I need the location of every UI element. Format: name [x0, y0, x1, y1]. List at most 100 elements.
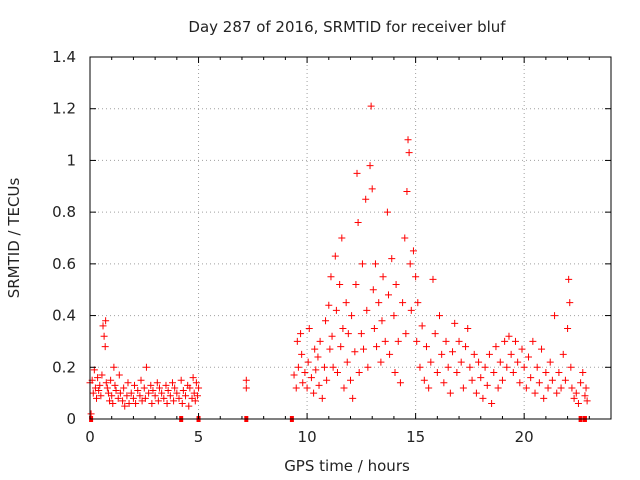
data-point	[166, 392, 174, 400]
data-point	[451, 319, 459, 327]
data-point	[579, 368, 587, 376]
data-point	[414, 299, 422, 307]
data-point	[501, 337, 509, 345]
data-point	[339, 325, 347, 332]
data-point	[320, 363, 328, 371]
data-point	[147, 381, 155, 389]
data-point	[431, 330, 439, 338]
data-point	[125, 399, 133, 407]
data-point	[137, 376, 145, 384]
data-point	[413, 337, 421, 345]
data-point	[112, 387, 120, 395]
data-point	[163, 399, 171, 407]
data-point	[342, 299, 350, 307]
data-point	[564, 325, 572, 332]
data-point	[390, 312, 398, 320]
data-point	[148, 399, 156, 407]
data-point	[375, 299, 383, 307]
data-point	[418, 322, 426, 330]
data-point	[94, 374, 102, 382]
data-point	[352, 281, 360, 289]
y-tick-label: 1.2	[52, 100, 76, 118]
data-point	[347, 376, 354, 384]
x-tick-label: 5	[194, 428, 204, 446]
data-point	[349, 394, 357, 402]
data-point	[294, 363, 302, 371]
data-point	[192, 379, 200, 387]
data-point	[373, 343, 381, 351]
data-point	[134, 387, 142, 395]
data-point	[381, 337, 389, 345]
data-points	[86, 102, 591, 422]
data-point	[498, 376, 506, 384]
data-point	[108, 392, 116, 400]
data-point	[522, 384, 530, 392]
data-point	[191, 397, 199, 405]
data-point	[453, 368, 461, 376]
data-point	[377, 358, 385, 366]
data-point	[479, 394, 487, 402]
data-point	[153, 379, 161, 387]
data-point	[290, 371, 298, 379]
y-tick-label: 1	[66, 151, 76, 169]
data-point	[93, 394, 101, 402]
data-point	[525, 353, 533, 361]
data-point	[331, 252, 339, 260]
data-point	[98, 371, 106, 379]
data-point	[402, 330, 410, 338]
data-point	[548, 376, 556, 384]
data-point	[136, 392, 144, 400]
data-point	[348, 312, 356, 320]
data-point	[110, 363, 118, 371]
data-point	[551, 312, 559, 320]
data-point	[322, 317, 330, 325]
data-point	[116, 389, 124, 397]
data-point	[299, 379, 307, 387]
data-point	[483, 381, 491, 389]
data-point	[362, 195, 370, 203]
data-point	[494, 384, 502, 392]
data-point	[97, 392, 105, 400]
data-point	[292, 384, 300, 392]
data-point	[514, 358, 522, 366]
data-point	[102, 379, 110, 387]
data-point	[462, 343, 470, 351]
data-point	[177, 376, 185, 384]
data-point	[466, 363, 474, 371]
data-point	[568, 384, 576, 392]
data-point	[583, 397, 591, 405]
data-point	[406, 260, 414, 268]
data-point	[193, 392, 201, 400]
data-point	[103, 384, 111, 392]
data-point	[242, 384, 250, 392]
y-tick-label: 0.4	[52, 307, 76, 325]
data-point	[468, 376, 476, 384]
data-point	[427, 358, 435, 366]
data-point	[158, 389, 166, 397]
y-tick-label: 0.6	[52, 255, 76, 273]
data-point	[449, 348, 457, 356]
data-point	[338, 234, 346, 242]
data-point	[189, 374, 197, 382]
data-point	[509, 368, 517, 376]
data-point	[394, 337, 402, 345]
data-point	[566, 299, 574, 307]
data-point	[371, 260, 379, 268]
data-point	[366, 162, 374, 170]
data-point	[422, 343, 430, 351]
data-point	[178, 399, 186, 407]
data-point	[312, 366, 320, 374]
data-point	[119, 397, 127, 405]
data-point	[101, 343, 109, 351]
data-point	[336, 281, 344, 289]
data-point	[572, 389, 580, 397]
data-point	[386, 350, 394, 358]
data-point	[403, 187, 411, 195]
data-point	[567, 363, 575, 371]
data-point	[559, 350, 567, 358]
data-point	[142, 363, 150, 371]
data-point	[358, 260, 366, 268]
data-point	[353, 169, 361, 177]
data-point	[162, 381, 170, 389]
